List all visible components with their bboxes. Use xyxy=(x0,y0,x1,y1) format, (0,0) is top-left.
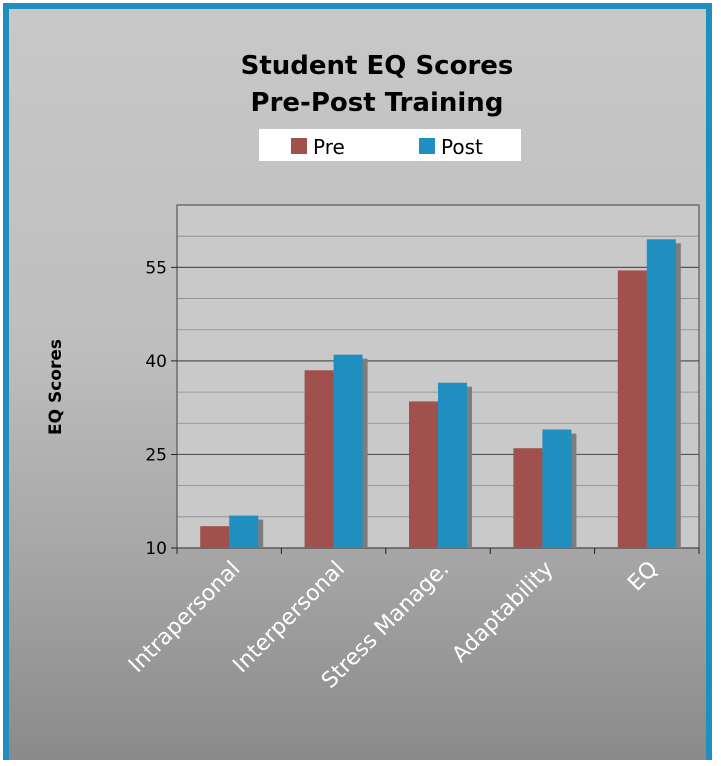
y-tick-label: 10 xyxy=(145,539,167,559)
legend-swatch-post xyxy=(419,138,435,154)
y-axis-label: EQ Scores xyxy=(46,339,66,435)
x-category-label: EQ xyxy=(623,557,663,597)
bar-post xyxy=(438,382,467,548)
bar-pre xyxy=(617,270,647,548)
x-category-label: Adaptability xyxy=(448,557,559,668)
x-category-label: Interpersonal xyxy=(228,557,349,678)
bar-chart: Student EQ Scores Pre-Post Training Pre … xyxy=(46,51,700,694)
chart-title-line-2: Pre-Post Training xyxy=(251,88,504,118)
bar-pre xyxy=(409,401,438,548)
legend-label-post: Post xyxy=(441,135,483,159)
chart-title-line-1: Student EQ Scores xyxy=(241,51,514,81)
bar-pre xyxy=(304,370,334,548)
x-category-label: Intrapersonal xyxy=(124,557,245,678)
bar-pre xyxy=(513,448,543,548)
y-tick-label: 55 xyxy=(145,258,167,278)
bar-pre xyxy=(200,526,230,548)
y-tick-label: 25 xyxy=(145,445,167,465)
bar-post xyxy=(542,429,572,548)
bar-post xyxy=(333,354,363,548)
plot-area: 10254055IntrapersonalInterpersonalStress… xyxy=(124,204,700,694)
bar-post xyxy=(646,239,676,549)
chart-frame: Student EQ Scores Pre-Post Training Pre … xyxy=(3,3,712,760)
legend-swatch-pre xyxy=(291,138,307,154)
legend-label-pre: Pre xyxy=(313,135,345,159)
bar-post xyxy=(229,515,259,548)
y-tick-label: 40 xyxy=(145,352,167,372)
legend: Pre Post xyxy=(259,129,521,161)
